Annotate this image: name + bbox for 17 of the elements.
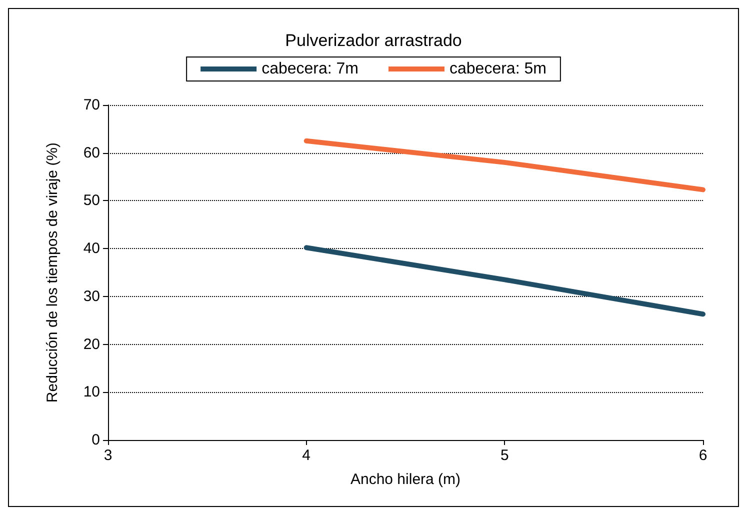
y-axis-title: Reducción de los tiempos de viraje (%)	[44, 142, 61, 403]
y-tick-label: 70	[83, 96, 100, 114]
x-tick-label: 6	[698, 447, 708, 464]
y-tick-label: 20	[83, 336, 100, 353]
legend-label: cabecera: 5m	[450, 60, 546, 78]
y-tick-label: 60	[83, 144, 100, 162]
y-tick-label: 10	[83, 384, 100, 401]
legend-label: cabecera: 7m	[262, 60, 358, 78]
x-tick-label: 4	[302, 447, 311, 464]
x-axis-title: Ancho hilera (m)	[350, 471, 461, 488]
y-tick-label: 40	[83, 240, 100, 258]
x-tick-label: 3	[104, 447, 112, 464]
y-tick-label: 0	[92, 432, 100, 448]
y-tick-label: 30	[83, 288, 100, 305]
y-tick-label: 50	[83, 192, 100, 210]
x-tick-label: 5	[500, 447, 509, 464]
chart-title: Pulverizador arrastrado	[285, 31, 462, 50]
